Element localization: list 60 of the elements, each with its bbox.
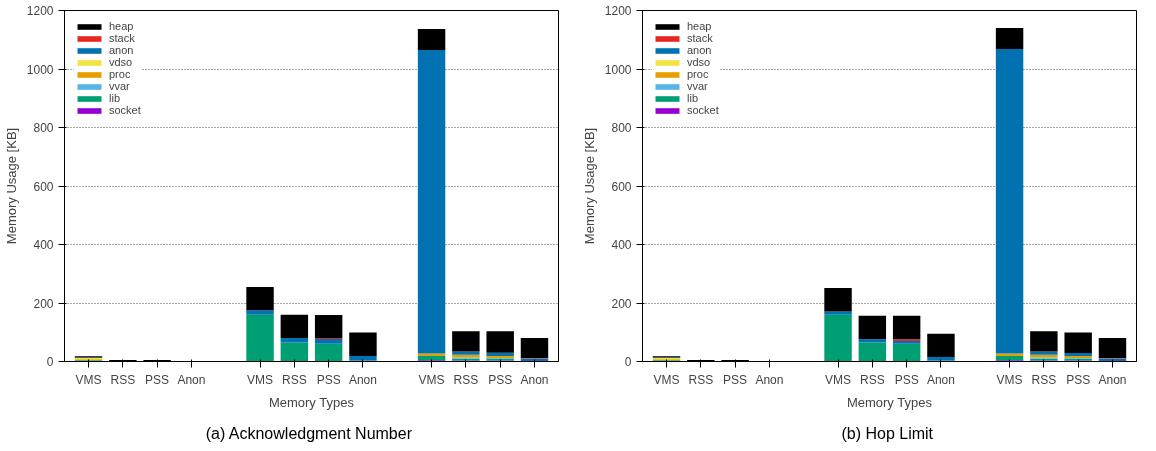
legend-label: anon [687,44,712,56]
legend-label: proc [687,68,709,80]
legend-label: vvar [109,80,130,92]
x-tick-label: Anon [348,372,377,387]
x-tick-label: PSS [723,372,748,387]
y-tick-label: 1000 [604,62,632,77]
x-tick-label: PSS [894,372,919,387]
y-tick-label: 400 [611,238,632,252]
x-tick-label: VMS [996,372,1023,387]
x-tick-label: RSS [860,372,885,387]
x-tick-label: Anon [177,372,206,387]
text: (a) Acknowledgment Number [205,424,413,442]
x-tick-label: RSS [688,372,714,387]
x-tick-label: Anon [755,372,784,387]
legend-label: heap [109,20,134,32]
x-tick-label: Anon [926,372,955,387]
x-tick-label: Anon [520,372,549,387]
y-tick-label: 600 [611,179,632,194]
y-tick-label: 200 [611,296,632,311]
x-tick-label: PSS [316,372,341,387]
x-tick-label: Anon [1098,372,1127,387]
legend-label: stack [109,32,135,44]
x-tick-label: PSS [488,372,513,387]
legend-label: lib [109,92,121,104]
x-tick-label: RSS [110,372,136,387]
legend-label: vvar [687,80,708,92]
x-tick-label: RSS [1031,372,1057,387]
y-axis-title: Memory Usage [KB] [3,127,19,245]
y-tick-label: 1200 [26,4,54,18]
legend-label: proc [109,68,131,80]
y-tick-label: 200 [33,296,54,311]
text: (b) Hop Limit [841,424,934,442]
legend-label: anon [109,44,134,56]
y-tick-label: 800 [33,121,54,135]
y-tick-label: 400 [33,238,54,252]
x-axis-title: Memory Types [268,394,355,410]
x-axis-title: Memory Types [846,394,933,410]
x-tick-label: VMS [653,372,680,387]
x-tick-label: PSS [145,372,170,387]
legend-label: vdso [687,56,711,68]
y-tick-label: 0 [624,355,632,369]
y-tick-label: 1000 [26,62,54,77]
y-tick-label: 0 [46,355,54,369]
x-tick-label: VMS [825,372,852,387]
legend-label: socket [687,104,719,116]
legend-label: vdso [109,56,133,68]
x-tick-label: VMS [418,372,445,387]
legend-label: socket [109,104,141,116]
legend-label: lib [687,92,699,104]
x-tick-label: PSS [1066,372,1091,387]
y-axis-title: Memory Usage [KB] [581,127,597,245]
x-tick-label: VMS [75,372,102,387]
x-tick-label: VMS [247,372,274,387]
legend-label: stack [687,32,713,44]
y-tick-label: 1200 [604,4,632,18]
x-tick-label: RSS [282,372,307,387]
y-tick-label: 800 [611,121,632,135]
y-tick-label: 600 [33,179,54,194]
x-tick-label: RSS [453,372,479,387]
legend-label: heap [687,20,712,32]
